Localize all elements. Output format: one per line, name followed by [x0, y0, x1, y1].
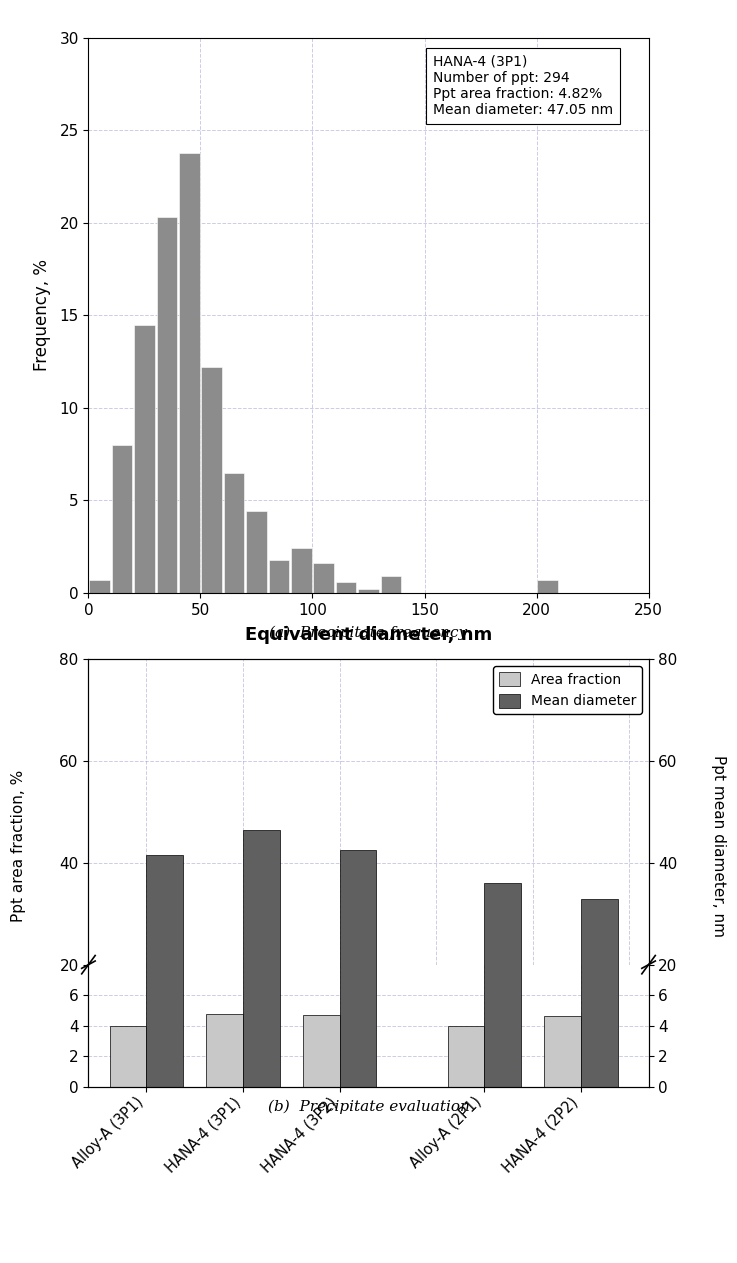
Bar [484, 883, 521, 1066]
Bar [243, 830, 279, 1066]
Text: (b)  Precipitate evaluation: (b) Precipitate evaluation [268, 1100, 469, 1114]
Bar [147, 855, 183, 1066]
Bar [447, 1046, 484, 1066]
Text: Ppt mean diameter, nm: Ppt mean diameter, nm [711, 755, 726, 937]
Legend: Area fraction, Mean diameter: Area fraction, Mean diameter [493, 667, 642, 714]
Bar [224, 472, 245, 592]
Bar [134, 325, 155, 592]
Bar [313, 563, 334, 592]
Bar [110, 1026, 147, 1086]
Bar [291, 548, 312, 592]
Bar [484, 537, 521, 1086]
Bar [447, 1027, 484, 1086]
Y-axis label: Frequency, %: Frequency, % [33, 259, 51, 371]
Bar [89, 580, 110, 592]
Bar [246, 512, 267, 592]
Bar [303, 1042, 340, 1066]
Bar [147, 453, 183, 1086]
X-axis label: Equivalent diameter, nm: Equivalent diameter, nm [245, 626, 492, 644]
Bar [537, 580, 558, 592]
Bar [156, 217, 177, 592]
Text: HANA-4 (3P1)
Number of ppt: 294
Ppt area fraction: 4.82%
Mean diameter: 47.05 nm: HANA-4 (3P1) Number of ppt: 294 Ppt area… [433, 54, 613, 117]
Bar [581, 898, 618, 1066]
Bar [380, 576, 401, 592]
Bar [340, 850, 376, 1066]
Bar [112, 445, 133, 592]
Bar [243, 378, 279, 1086]
Bar [268, 560, 289, 592]
Bar [336, 582, 357, 592]
Bar [206, 1014, 243, 1086]
Bar [358, 589, 379, 592]
Bar [179, 153, 200, 592]
Bar [206, 1042, 243, 1066]
Text: (a)  Precipitate frequency: (a) Precipitate frequency [270, 625, 467, 640]
Text: Ppt area fraction, %: Ppt area fraction, % [11, 770, 26, 922]
Bar [110, 1046, 147, 1066]
Bar [581, 584, 618, 1086]
Bar [303, 1015, 340, 1086]
Bar [544, 1015, 581, 1086]
Bar [340, 438, 376, 1086]
Bar [544, 1043, 581, 1066]
Bar [201, 368, 222, 592]
